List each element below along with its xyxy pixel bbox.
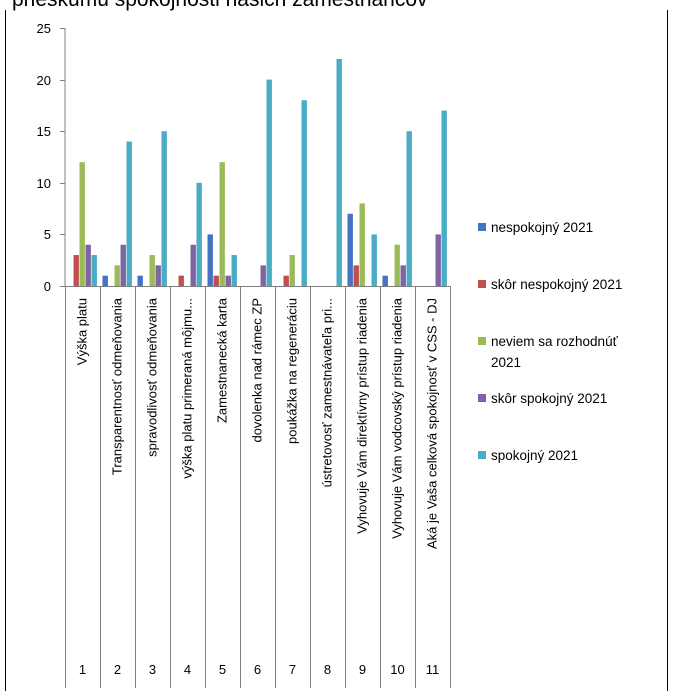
bar	[219, 162, 225, 286]
category-label: Zamestnanecká karta	[215, 297, 230, 423]
legend-swatch	[478, 337, 486, 345]
bar	[289, 255, 295, 286]
bar	[190, 244, 196, 286]
category-label: poukážka na regeneráciu	[285, 298, 300, 444]
axes-layer	[60, 28, 451, 688]
bar	[394, 244, 400, 286]
bars-layer	[73, 58, 447, 287]
category-number: 9	[359, 662, 366, 677]
category-number: 1	[79, 662, 86, 677]
bar	[120, 244, 126, 286]
legend-swatch	[478, 394, 486, 402]
bar	[225, 275, 231, 286]
bar	[137, 275, 143, 286]
category-number: 7	[289, 662, 296, 677]
category-label: dovolenka nad rámec ZP	[250, 298, 265, 443]
bar	[207, 234, 213, 286]
bar	[441, 110, 447, 286]
legend-swatch	[478, 223, 486, 231]
legend-label: skôr nespokojný 2021	[491, 277, 622, 292]
bar	[382, 275, 388, 286]
category-number: 2	[114, 662, 121, 677]
legend-label: 2021	[491, 355, 521, 370]
bar	[347, 213, 353, 286]
bar	[178, 275, 184, 286]
legend: nespokojný 2021 skôr nespokojný 2021 nevie…	[478, 220, 622, 463]
legend-label: skôr spokojný 2021	[491, 391, 607, 406]
y-tick-label: 20	[37, 73, 51, 88]
bar	[400, 265, 406, 286]
category-number: 4	[184, 662, 191, 677]
bar	[406, 131, 412, 286]
bar	[126, 141, 132, 286]
category-number: 11	[426, 662, 440, 677]
bar	[231, 255, 237, 286]
bar	[73, 255, 79, 286]
bar	[102, 275, 108, 286]
bar	[266, 79, 272, 286]
bar	[155, 265, 161, 286]
bar	[149, 255, 155, 286]
category-label: výška platu primeraná môjmu...	[180, 298, 195, 479]
y-tick-label: 10	[37, 176, 51, 191]
bar	[213, 275, 219, 286]
bar	[283, 275, 289, 286]
legend-label: spokojný 2021	[491, 448, 578, 463]
bar	[260, 265, 266, 286]
y-tick-label: 15	[37, 124, 51, 139]
bar	[114, 265, 120, 286]
page-title: prieskumu spokojnosti našich zamestnanco…	[12, 0, 428, 12]
y-tick-label: 25	[37, 21, 51, 36]
category-label: ústretovosť zamestnávateľa pri...	[320, 298, 335, 487]
bar	[196, 182, 202, 286]
category-label: Aká je Vaša celková spokojnosť v CSS - D…	[425, 298, 440, 549]
legend-swatch	[478, 280, 486, 288]
legend-swatch	[478, 451, 486, 459]
bar	[359, 203, 365, 286]
bar	[85, 244, 91, 286]
y-tick-label: 5	[44, 227, 51, 242]
bar	[435, 234, 441, 286]
category-label: Výška platu	[75, 298, 90, 365]
bar	[79, 162, 85, 286]
legend-label: neviem sa rozhodnúť	[491, 334, 619, 349]
category-number: 5	[219, 662, 226, 677]
category-label: Transparentnosť odmeňovania	[110, 297, 125, 475]
bar	[161, 131, 167, 286]
y-tick-label: 0	[44, 279, 51, 294]
category-number: 10	[390, 662, 404, 677]
category-number: 6	[254, 662, 261, 677]
bar	[91, 255, 97, 286]
legend-label: nespokojný 2021	[491, 220, 593, 235]
bar	[371, 234, 377, 286]
category-label: Vyhovuje Vám direktívny prístup riadenia	[355, 297, 370, 534]
category-label: spravodlivosť odmeňovania	[145, 297, 160, 457]
bar	[336, 58, 342, 287]
bar	[353, 265, 359, 286]
category-number: 8	[324, 662, 331, 677]
category-number: 3	[149, 662, 156, 677]
category-label: Vyhovuje Vám vodcovský prístup riadenia	[390, 297, 405, 539]
bar	[301, 100, 307, 287]
chart-frame	[5, 10, 668, 691]
